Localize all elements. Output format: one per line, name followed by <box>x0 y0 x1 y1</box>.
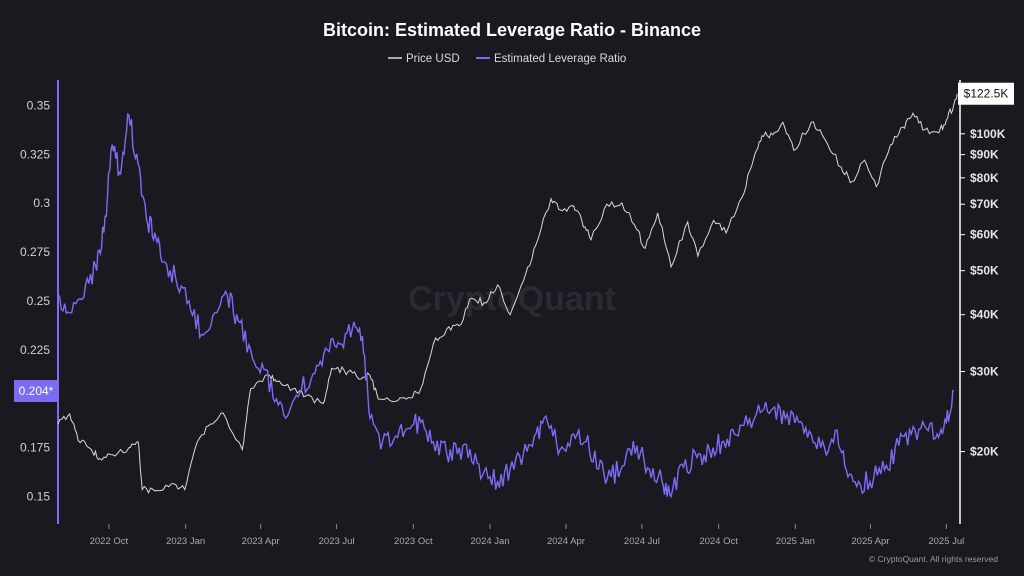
x-axis-ticks: 2022 Oct 2023 Jan 2023 Apr 2023 Jul 2023 Oct… <box>90 524 964 547</box>
current-price-badge-bg <box>958 82 1014 105</box>
right-axis-ticks: $100K $90K $80K $70K $60K $50K $40K $30K $20K <box>960 127 1006 459</box>
leverage-ratio-line <box>57 112 955 499</box>
current-leverage-value: 0.204* <box>19 384 54 398</box>
legend-leverage-label[interactable]: Estimated Leverage Ratio <box>494 53 626 65</box>
right-tick-label: $60K <box>970 228 999 242</box>
chart-title: Bitcoin: Estimated Leverage Ratio - Bina… <box>323 20 701 40</box>
x-tick-label: 2024 Oct <box>699 536 738 547</box>
right-tick-label: $70K <box>970 197 999 211</box>
right-tick-label: $50K <box>970 264 999 278</box>
x-tick-label: 2025 Jul <box>928 536 964 547</box>
current-price-value: $122.5K <box>964 87 1009 101</box>
x-tick-label: 2024 Apr <box>547 536 585 547</box>
left-tick-label: 0.15 <box>27 490 51 504</box>
left-tick-label: 0.275 <box>20 245 50 259</box>
left-tick-label: 0.225 <box>20 343 50 357</box>
left-tick-label: 0.25 <box>27 294 51 308</box>
copyright-text: © CryptoQuant. All rights reserved <box>869 554 998 564</box>
right-tick-label: $40K <box>970 308 999 322</box>
x-tick-label: 2023 Jan <box>166 536 205 547</box>
legend-price-label[interactable]: Price USD <box>406 53 460 65</box>
right-tick-label: $20K <box>970 445 999 459</box>
current-price-badge: $122.5K <box>958 82 1014 105</box>
watermark: CryptoQuant <box>408 280 616 318</box>
current-leverage-badge: 0.204* <box>14 379 58 402</box>
left-tick-label: 0.325 <box>20 147 50 161</box>
right-tick-label: $80K <box>970 171 999 185</box>
x-tick-label: 2023 Apr <box>242 536 280 547</box>
x-tick-label: 2023 Jul <box>319 536 355 547</box>
legend[interactable]: Price USD Estimated Leverage Ratio <box>388 53 626 65</box>
x-tick-label: 2025 Jan <box>776 536 815 547</box>
x-tick-label: 2025 Apr <box>851 536 889 547</box>
current-leverage-badge-bg <box>14 379 58 402</box>
right-tick-label: $90K <box>970 148 999 162</box>
price-usd-line <box>57 93 958 494</box>
x-tick-label: 2024 Jan <box>471 536 510 547</box>
right-tick-label: $30K <box>970 365 999 379</box>
left-tick-label: 0.35 <box>27 98 51 112</box>
x-tick-label: 2022 Oct <box>90 536 129 547</box>
right-tick-label: $100K <box>970 127 1006 141</box>
left-tick-label: 0.3 <box>33 196 50 210</box>
x-tick-label: 2024 Jul <box>624 536 660 547</box>
left-tick-label: 0.175 <box>20 441 50 455</box>
x-tick-label: 2023 Oct <box>394 536 433 547</box>
left-axis-ticks: 0.35 0.325 0.3 0.275 0.25 0.225 0.175 0.15 <box>20 98 50 503</box>
